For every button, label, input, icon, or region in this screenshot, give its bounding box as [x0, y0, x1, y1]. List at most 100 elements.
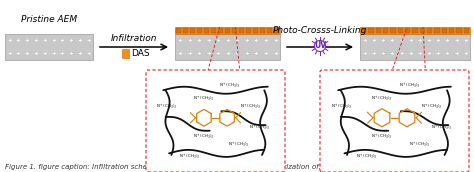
- Text: +: +: [69, 38, 73, 43]
- Text: +: +: [16, 51, 20, 56]
- Text: +: +: [381, 51, 385, 56]
- Text: +: +: [187, 38, 191, 43]
- Bar: [211, 28, 216, 33]
- Text: +: +: [42, 38, 47, 43]
- Bar: [360, 27, 470, 34]
- Bar: [412, 28, 418, 33]
- Text: +: +: [417, 38, 422, 43]
- Bar: [375, 28, 381, 33]
- Text: +: +: [463, 38, 468, 43]
- Text: N$^+$(CH$_3$)$_3$: N$^+$(CH$_3$)$_3$: [371, 133, 393, 141]
- Bar: [398, 28, 403, 33]
- Text: Pristine AEM: Pristine AEM: [21, 15, 77, 24]
- Text: +: +: [197, 38, 201, 43]
- Text: +: +: [34, 38, 38, 43]
- Text: +: +: [86, 51, 91, 56]
- Bar: [419, 28, 425, 33]
- Bar: [232, 28, 237, 33]
- Bar: [390, 28, 396, 33]
- Bar: [360, 34, 470, 60]
- Bar: [183, 28, 188, 33]
- Bar: [434, 28, 440, 33]
- Text: +: +: [51, 51, 56, 56]
- Bar: [427, 28, 432, 33]
- Text: N$^+$(CH$_3$)$_3$: N$^+$(CH$_3$)$_3$: [228, 141, 249, 149]
- Text: +: +: [244, 38, 249, 43]
- Text: +: +: [86, 38, 91, 43]
- Text: +: +: [273, 38, 278, 43]
- Text: +: +: [445, 51, 449, 56]
- Text: +: +: [399, 51, 403, 56]
- Text: N$^+$(CH$_3$)$_3$: N$^+$(CH$_3$)$_3$: [431, 123, 453, 132]
- Text: N$^+$(CH$_3$)$_3$: N$^+$(CH$_3$)$_3$: [421, 102, 443, 111]
- Bar: [274, 28, 279, 33]
- Text: +: +: [427, 38, 431, 43]
- Bar: [456, 28, 462, 33]
- Text: +: +: [445, 38, 449, 43]
- Text: +: +: [408, 38, 413, 43]
- Text: N$^+$(CH$_3$)$_3$: N$^+$(CH$_3$)$_3$: [399, 81, 420, 90]
- Bar: [218, 28, 223, 33]
- Text: +: +: [362, 38, 367, 43]
- Text: +: +: [264, 38, 268, 43]
- Bar: [5, 34, 93, 60]
- Bar: [361, 28, 366, 33]
- Bar: [449, 28, 455, 33]
- Text: +: +: [436, 38, 440, 43]
- Text: UV: UV: [314, 41, 326, 51]
- Text: +: +: [454, 51, 458, 56]
- Text: +: +: [273, 51, 278, 56]
- Text: +: +: [362, 51, 367, 56]
- Text: N$^+$(CH$_3$)$_3$: N$^+$(CH$_3$)$_3$: [356, 152, 378, 161]
- Bar: [204, 28, 209, 33]
- Text: +: +: [399, 38, 403, 43]
- Bar: [122, 49, 129, 58]
- Text: N$^+$(CH$_3$)$_3$: N$^+$(CH$_3$)$_3$: [239, 102, 261, 111]
- Text: +: +: [235, 51, 239, 56]
- Text: +: +: [463, 51, 468, 56]
- Text: +: +: [390, 38, 394, 43]
- Bar: [442, 28, 447, 33]
- Text: +: +: [177, 51, 182, 56]
- Bar: [383, 28, 388, 33]
- Text: N$^+$(CH$_3$)$_3$: N$^+$(CH$_3$)$_3$: [156, 102, 178, 111]
- Text: +: +: [25, 51, 29, 56]
- Bar: [405, 28, 410, 33]
- Text: +: +: [34, 51, 38, 56]
- Text: +: +: [216, 51, 220, 56]
- Text: +: +: [206, 51, 211, 56]
- Text: Infiltration: Infiltration: [111, 34, 157, 43]
- Text: N$^+$(CH$_3$)$_3$: N$^+$(CH$_3$)$_3$: [219, 81, 240, 90]
- Text: +: +: [187, 51, 191, 56]
- FancyBboxPatch shape: [146, 70, 285, 172]
- Text: +: +: [16, 38, 20, 43]
- Text: +: +: [244, 51, 249, 56]
- Text: +: +: [225, 51, 230, 56]
- Text: N$^+$(CH$_3$)$_3$: N$^+$(CH$_3$)$_3$: [179, 152, 201, 161]
- Bar: [175, 27, 280, 34]
- Bar: [197, 28, 202, 33]
- Text: +: +: [206, 38, 211, 43]
- Text: N$^+$(CH$_3$)$_3$: N$^+$(CH$_3$)$_3$: [331, 102, 353, 111]
- Text: DAS: DAS: [131, 49, 150, 58]
- Text: +: +: [197, 51, 201, 56]
- Text: +: +: [60, 38, 64, 43]
- Text: +: +: [42, 51, 47, 56]
- Text: +: +: [454, 38, 458, 43]
- Text: +: +: [427, 51, 431, 56]
- Bar: [225, 28, 230, 33]
- Bar: [176, 28, 181, 33]
- Text: N$^+$(CH$_3$)$_3$: N$^+$(CH$_3$)$_3$: [409, 141, 430, 149]
- Text: +: +: [436, 51, 440, 56]
- Text: +: +: [177, 38, 182, 43]
- Text: N$^+$(CH$_3$)$_3$: N$^+$(CH$_3$)$_3$: [249, 123, 271, 132]
- Text: +: +: [7, 38, 12, 43]
- Text: +: +: [225, 38, 230, 43]
- Text: Photo-Crosss-Linking: Photo-Crosss-Linking: [273, 26, 367, 35]
- Text: N$^+$(CH$_3$)$_3$: N$^+$(CH$_3$)$_3$: [371, 94, 393, 103]
- Bar: [175, 34, 280, 60]
- Text: +: +: [264, 51, 268, 56]
- Bar: [368, 28, 374, 33]
- Text: N$^+$(CH$_3$)$_3$: N$^+$(CH$_3$)$_3$: [193, 94, 215, 103]
- Text: +: +: [216, 38, 220, 43]
